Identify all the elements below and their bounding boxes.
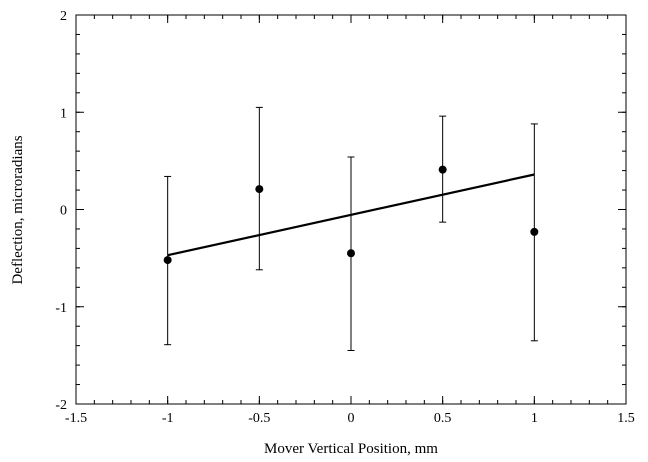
x-tick-label: 1.5 [617,411,635,426]
x-axis-title: Mover Vertical Position, mm [264,441,438,457]
data-point [530,227,539,236]
y-tick-label: 0 [60,204,67,219]
data-point [347,249,355,258]
x-tick-labels: -1.5 -1 -0.5 0 0.5 1 1.5 [65,411,635,426]
y-tick-label: 2 [60,9,67,24]
x-tick-label: -1 [162,411,174,426]
data-point [438,165,447,174]
y-tick-labels: -2 -1 0 1 2 [55,9,67,413]
x-tick-label: -1.5 [65,411,87,426]
y-tick-label: -1 [55,301,67,316]
x-tick-label: 0.5 [434,411,452,426]
data-marks [163,106,539,352]
x-tick-label: 1 [531,411,538,426]
x-tick-label: -0.5 [248,411,270,426]
x-tick-label: 0 [348,411,355,426]
tick-marks [75,14,627,405]
y-tick-label: 1 [60,106,67,121]
y-axis-title: Deflection, microradians [10,135,26,284]
data-point [163,256,172,265]
y-tick-label: -2 [55,398,67,413]
data-point [255,185,264,194]
